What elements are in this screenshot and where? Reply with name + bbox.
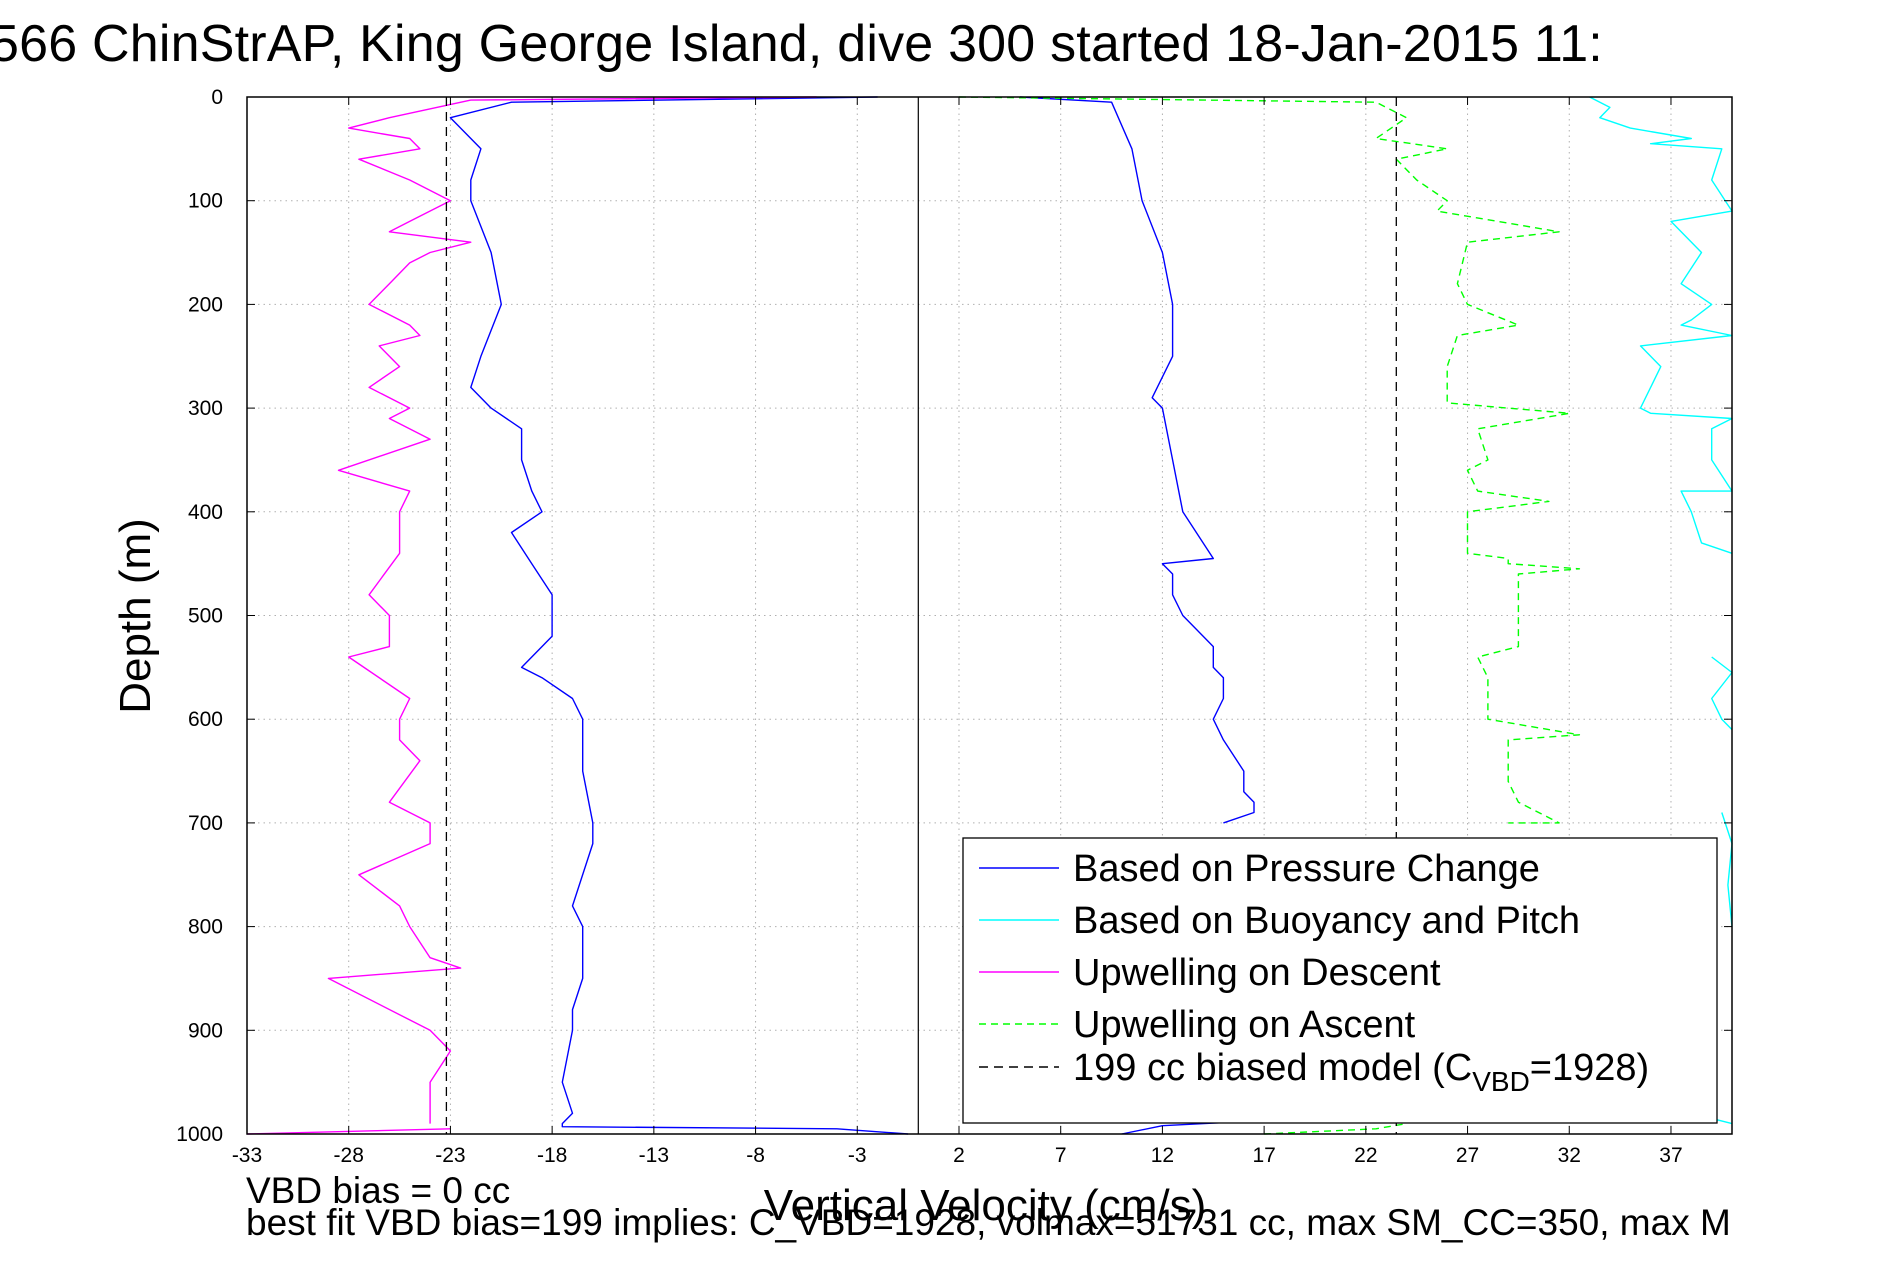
- x-axis-label: Vertical Velocity (cm/s): [764, 1181, 1207, 1230]
- series-line-pressure: [449, 96, 909, 1135]
- x-tick-label: 7: [1055, 1144, 1067, 1167]
- x-tick-label: 22: [1354, 1144, 1377, 1167]
- x-tick-label: -23: [435, 1144, 465, 1167]
- x-tick-label: 37: [1659, 1144, 1682, 1167]
- y-tick-label: 600: [188, 708, 223, 731]
- legend-box: [962, 837, 1718, 1124]
- y-tick-label: 100: [188, 190, 223, 213]
- x-tick-label: -13: [639, 1144, 669, 1167]
- y-tick-label: 900: [188, 1019, 223, 1042]
- y-tick-label: 200: [188, 293, 223, 316]
- chart-title: 566 ChinStrAP, King George Island, dive …: [0, 15, 1603, 73]
- x-tick-label: 32: [1558, 1144, 1581, 1167]
- x-tick-label: -28: [334, 1144, 364, 1167]
- x-tick-label: -3: [848, 1144, 867, 1167]
- y-tick-label: 800: [188, 916, 223, 939]
- series-line-upwelling_ascent: [958, 96, 1581, 824]
- series-line-buoyancy: [1589, 96, 1733, 554]
- x-tick-label: 17: [1252, 1144, 1275, 1167]
- series-line-buoyancy: [1710, 656, 1733, 731]
- legend-entry-upwelling_descent: Upwelling on Descent: [1073, 952, 1441, 994]
- x-tick-label: -8: [746, 1144, 765, 1167]
- x-axis-ticks: -33 -28 -23 -18 -13 -8 -3 2 7 12 17 22 27 32 37: [232, 97, 1683, 1167]
- vbd-bias-text: VBD bias = 0 cc: [246, 1170, 511, 1211]
- best-fit-text: best fit VBD bias=199 implies: C_VBD=192…: [246, 1202, 1731, 1243]
- series-line-upwelling_ascent: [1264, 1122, 1407, 1135]
- legend-entry-buoyancy: Based on Buoyancy and Pitch: [1073, 900, 1580, 942]
- y-tick-label: 400: [188, 501, 223, 524]
- x-tick-label: 27: [1456, 1144, 1479, 1167]
- series-line-upwelling_descent: [327, 96, 817, 1124]
- x-tick-label: 2: [953, 1144, 965, 1167]
- y-tick-label: 0: [211, 86, 223, 109]
- y-tick-label: 300: [188, 397, 223, 420]
- x-tick-label: 12: [1151, 1144, 1174, 1167]
- series-line-pressure: [1019, 96, 1255, 824]
- x-tick-label: -33: [232, 1144, 262, 1167]
- legend: Based on Pressure Change Based on Buoyanc…: [962, 837, 1718, 1124]
- series-line-buoyancy: [1721, 812, 1733, 927]
- legend-entry-upwelling_ascent: Upwelling on Ascent: [1073, 1004, 1416, 1046]
- legend-entry-pressure: Based on Pressure Change: [1073, 848, 1540, 890]
- y-tick-label: 700: [188, 812, 223, 835]
- legend-entry-model: 199 cc biased model (CVBD=1928): [1073, 1047, 1649, 1097]
- series-lines: [246, 96, 1733, 1135]
- y-axis-ticks: 0 100 200 300 400 500 600 700 800 900 1000: [176, 86, 1732, 1146]
- y-tick-label: 500: [188, 605, 223, 628]
- x-tick-label: -18: [537, 1144, 567, 1167]
- y-axis-label: Depth (m): [111, 518, 160, 714]
- y-tick-label: 1000: [176, 1123, 223, 1146]
